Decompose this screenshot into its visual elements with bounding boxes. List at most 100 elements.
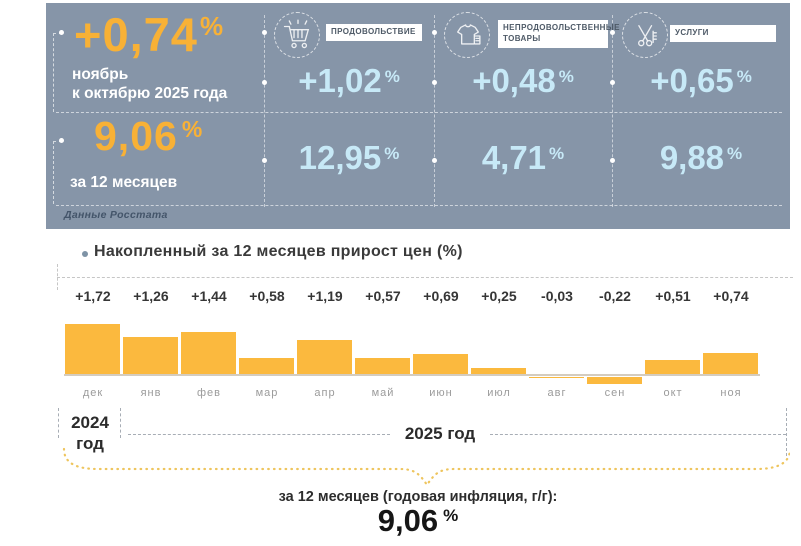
month-label: окт [663,387,683,399]
month-label: май [371,387,395,399]
category-label: УСЛУГИ [670,25,776,42]
value-number: 4,71 [481,139,547,176]
divider-dot [262,30,267,35]
bar-value-label: +0,58 [249,288,285,304]
value-number: +1,02 [298,62,382,99]
bar-дек [65,324,120,375]
month-label: июн [429,387,453,399]
month-label: сен [604,387,626,399]
bar-авг [529,377,584,378]
percent-sign: % [384,144,400,163]
caption-line-1: ноябрь [72,66,129,83]
services-annual-value: 9,88% [612,141,790,174]
month-label: апр [314,387,336,399]
column-divider [612,15,613,207]
percent-sign: % [558,67,574,86]
bar-value-label: +0,74 [713,288,749,304]
divider-dot [432,80,437,85]
dashed-bracket [53,33,62,112]
year-2025-label: 2025 год [404,424,476,443]
percent-sign: % [384,67,400,86]
month-label: дек [82,387,104,399]
bar-value-label: +0,57 [365,288,401,304]
bar-value-label: -0,03 [541,288,573,304]
bar-сен [587,377,642,384]
divider-dot [262,158,267,163]
food-monthly-value: +1,02% [264,64,434,97]
timeline-tick [120,408,121,438]
bar-окт [645,360,700,375]
column-divider [434,15,435,207]
category-label: НЕПРОДОВОЛЬСТВЕННЫЕ ТОВАРЫ [498,20,619,48]
bar-slot-окт: +0,51 окт [644,288,702,400]
monthly-inflation-value: +0,74% [74,11,224,58]
bar-slot-июл: +0,25 июл [470,288,528,400]
timeline-tick [786,408,787,456]
column-divider [264,15,265,207]
year-2024-line: год [76,434,104,454]
monthly-inflation-caption: ноябрь к октябрю 2025 года [72,65,227,104]
value-number: 9,88 [659,139,725,176]
bar-value-label: -0,22 [599,288,631,304]
percent-sign: % [727,144,743,163]
percent-sign: % [181,116,204,142]
timeline-dashed-line [490,434,786,435]
bar-value-label: +1,19 [307,288,343,304]
divider-dot [432,158,437,163]
value-number: 9,06 [377,503,439,538]
scissors-icon [622,12,668,58]
annual-inflation-value: 9,06% [94,116,203,157]
annual-inflation-footnote: за 12 месяцев (годовая инфляция, г/г): [278,489,558,505]
bar-value-label: +0,69 [423,288,459,304]
month-label: июл [487,387,511,399]
category-label: ПРОДОВОЛЬСТВИЕ [326,24,422,41]
summary-panel: +0,74% ноябрь к октябрю 2025 года 9,06% … [46,3,790,229]
services-monthly-value: +0,65% [612,64,790,97]
timeline-tick [58,408,59,438]
annual-inflation-caption: за 12 месяцев [70,174,178,191]
bar-slot-мар: +0,58 мар [238,288,296,400]
bar-chart-area: +1,72 дек +1,26 янв +1,44 фев +0,58 мар +1,19 апр… [64,288,760,400]
value-number: +0,48 [472,62,556,99]
title-bullet-icon [82,251,88,257]
chart-baseline [64,374,760,376]
bar-slot-май: +0,57 май [354,288,412,400]
corner-dot [59,138,64,143]
year-2024-label: 2024 год [60,412,120,455]
bar-ноя [703,353,758,375]
bar-slot-янв: +1,26 янв [122,288,180,400]
category-food: ПРОДОВОЛЬСТВИЕ +1,02% 12,95% [264,3,434,229]
bar-value-label: +1,44 [191,288,227,304]
month-label: фев [196,387,221,399]
value-number: +0,65 [650,62,734,99]
bar-value-label: +1,72 [75,288,111,304]
bar-slot-авг: -0,03 авг [528,288,586,400]
percent-sign: % [443,506,459,525]
bar-slot-июн: +0,69 июн [412,288,470,400]
bar-апр [297,340,352,375]
value-number: 12,95 [298,139,382,176]
bar-мар [239,358,294,375]
bar-slot-сен: -0,22 сен [586,288,644,400]
bar-май [355,358,410,375]
data-source-note: Данные Росстата [64,209,168,221]
divider-dot [262,80,267,85]
bar-value-label: +1,26 [133,288,169,304]
percent-sign: % [736,67,752,86]
dashed-separator [57,277,793,278]
curly-brace [62,447,790,488]
divider-dot [432,30,437,35]
bar-slot-апр: +1,19 апр [296,288,354,400]
clothes-icon [444,12,490,58]
bar-янв [123,337,178,375]
annual-inflation-big-value: 9,06% [46,505,790,536]
bar-slot-дек: +1,72 дек [64,288,122,400]
bar-slot-фев: +1,44 фев [180,288,238,400]
divider-dot [610,80,615,85]
bar-июн [413,354,468,375]
year-2024-line: 2024 [71,413,109,432]
bar-value-label: +0,25 [481,288,517,304]
bar-slot-ноя: +0,74 ноя [702,288,760,400]
nonfood-annual-value: 4,71% [434,141,612,174]
